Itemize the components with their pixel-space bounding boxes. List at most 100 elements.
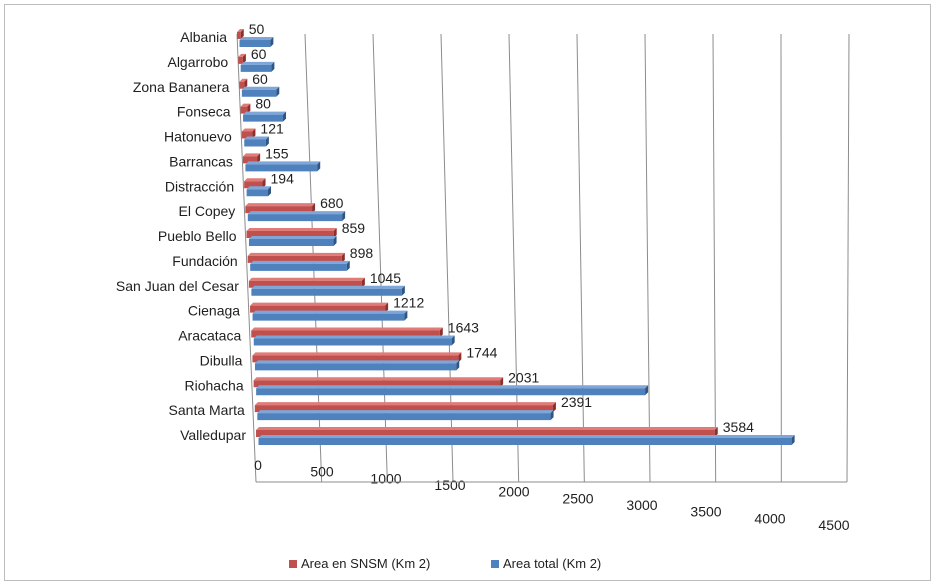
bar-total-side (791, 435, 795, 445)
bar-total-side (550, 410, 554, 421)
bar-snsm-top (250, 302, 389, 306)
legend-swatch-snsm (289, 560, 297, 568)
bar-snsm (238, 56, 243, 64)
data-label: 121 (260, 121, 284, 137)
bar-total-side (456, 360, 460, 371)
category-label: Valledupar (180, 427, 246, 443)
gridline (846, 33, 850, 483)
bar-snsm-top (246, 228, 337, 231)
gridlines: 0 500 1000 1500 2000 2500 3000 3500 4000 4500 (236, 33, 850, 533)
bar-snsm (253, 380, 501, 388)
category-label: Algarrobo (167, 54, 228, 70)
bar-snsm (245, 206, 313, 214)
category-label: Pueblo Bello (158, 228, 237, 244)
bar-snsm-top (244, 178, 266, 182)
bar-snsm-top (252, 352, 462, 356)
bar-snsm-side (262, 178, 266, 189)
bar-total (257, 413, 551, 421)
bar-total-side (270, 37, 274, 47)
data-label: 80 (255, 96, 271, 112)
bar-total-top (244, 136, 269, 140)
x-tick-label: 3000 (626, 497, 657, 513)
bar-total-top (243, 111, 287, 115)
bar-total-top (240, 61, 275, 65)
bar-total (239, 40, 271, 47)
bar-total-side (645, 385, 649, 396)
bar-snsm (246, 231, 334, 238)
bar-total-side (451, 335, 455, 346)
bar-snsm-top (245, 203, 316, 207)
bar-snsm-side (439, 327, 443, 338)
category-label: Hatonuevo (164, 129, 232, 145)
category-label: Riohacha (184, 377, 243, 393)
bar-total-top (257, 410, 554, 414)
data-label: 50 (249, 21, 265, 37)
chart-frame (4, 4, 931, 581)
bar-snsm (244, 181, 263, 189)
category-label: Albania (180, 29, 227, 45)
gridline (236, 33, 257, 483)
x-tick-label: 500 (310, 464, 334, 480)
bar-snsm (237, 32, 241, 39)
bar-total-top (239, 37, 274, 40)
bar-total-top (247, 211, 346, 215)
bar-total (250, 263, 347, 271)
bar-snsm-top (256, 427, 718, 430)
bar-snsm-top (240, 103, 251, 107)
x-tick-label: 4500 (818, 517, 849, 533)
bar-total (254, 363, 457, 371)
bar-total-top (241, 86, 280, 90)
bar-total-side (342, 211, 346, 222)
bar-total-side (401, 285, 405, 296)
bar-total (244, 139, 266, 147)
bar-total-top (252, 310, 408, 314)
bar-snsm-side (458, 352, 462, 363)
bar-total-side (283, 111, 287, 122)
bar-snsm (247, 255, 342, 263)
bar-snsm-top (237, 29, 244, 32)
data-label: 60 (252, 71, 268, 87)
bars-layer (237, 29, 795, 445)
category-label: Fundación (172, 253, 237, 269)
bar-total (249, 239, 334, 246)
bar-snsm-side (385, 302, 389, 313)
bar-snsm-top (241, 128, 256, 132)
bar-total (253, 338, 452, 346)
bar-total (258, 438, 792, 445)
bar-total-side (346, 260, 350, 271)
bar-total-side (276, 86, 280, 97)
bar-snsm-side (257, 153, 261, 164)
bar-snsm-top (247, 252, 345, 256)
category-label: Cienaga (188, 303, 240, 319)
legend-label-snsm: Area en SNSM (Km 2) (301, 556, 430, 571)
category-label: Zona Bananera (133, 79, 230, 95)
x-tick-label: 2500 (562, 490, 593, 506)
bar-snsm-side (240, 29, 244, 39)
bar-total (246, 189, 269, 197)
bar-total-side (404, 310, 408, 321)
data-label: 60 (251, 46, 267, 62)
bar-total (245, 164, 318, 172)
bar-total-side (333, 236, 337, 246)
bar-snsm-side (244, 78, 248, 89)
category-label: Dibulla (200, 352, 243, 368)
bar-snsm-top (254, 402, 556, 406)
data-label: 1643 (448, 320, 479, 336)
bar-snsm (239, 81, 245, 89)
bar-snsm-side (242, 53, 246, 64)
bar-snsm (251, 330, 440, 338)
bar-total (256, 388, 646, 396)
data-label: 2031 (508, 369, 539, 385)
data-label: 3584 (723, 419, 754, 435)
x-tick-label: 1500 (434, 477, 465, 493)
category-label: Fonseca (177, 104, 231, 120)
bar-snsm-top (251, 327, 443, 331)
bar-total (240, 64, 272, 72)
legend: Area en SNSM (Km 2) Area total (Km 2) (289, 556, 601, 571)
bar-total-side (317, 161, 321, 172)
bar-snsm-side (312, 203, 316, 214)
bar-snsm-side (552, 402, 556, 413)
bar-total-side (271, 61, 275, 72)
bar-snsm-side (333, 228, 337, 238)
bar-total-top (258, 435, 795, 438)
